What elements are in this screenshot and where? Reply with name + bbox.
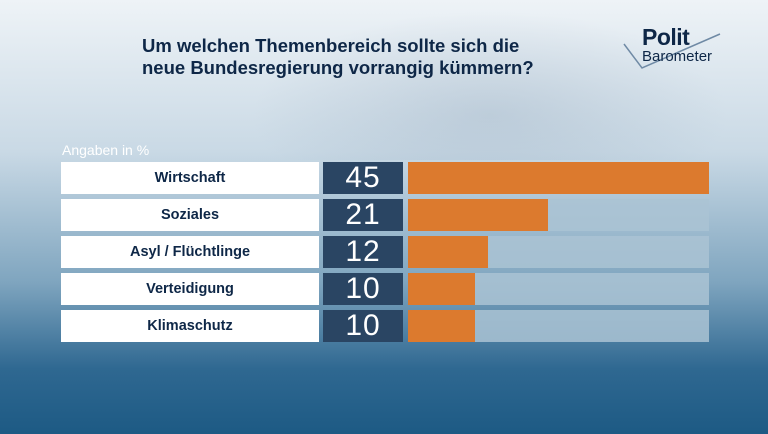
bar <box>408 310 475 342</box>
category-label: Soziales <box>61 199 319 231</box>
title-line-2: neue Bundesregierung vorrangig kümmern? <box>142 57 534 78</box>
bar-row: Klimaschutz 10 <box>61 309 709 342</box>
logo-line-1: Polit <box>642 24 690 50</box>
value-label: 21 <box>323 198 403 231</box>
category-label: Verteidigung <box>61 273 319 305</box>
value-label: 45 <box>323 161 403 194</box>
logo-line-2: Barometer <box>642 48 713 65</box>
bar-track <box>408 162 709 194</box>
bar <box>408 199 548 231</box>
title-line-1: Um welchen Themenbereich sollte sich die <box>142 35 520 56</box>
category-label: Klimaschutz <box>61 310 319 342</box>
bar-track <box>408 310 709 342</box>
bar-track <box>408 273 709 305</box>
category-label: Asyl / Flüchtlinge <box>61 236 319 268</box>
bar <box>408 273 475 305</box>
bar <box>408 162 709 194</box>
unit-label: Angaben in % <box>62 142 150 158</box>
politbarometer-logo: Polit Barometer <box>620 24 730 74</box>
checkmark-icon <box>623 33 721 69</box>
bar-row: Soziales 21 <box>61 198 709 231</box>
bar-track <box>408 199 709 231</box>
bar-row: Wirtschaft 45 <box>61 161 709 194</box>
value-label: 10 <box>323 309 403 342</box>
bar-row: Verteidigung 10 <box>61 272 709 305</box>
category-label: Wirtschaft <box>61 162 319 194</box>
value-label: 10 <box>323 272 403 305</box>
bar-track <box>408 236 709 268</box>
bar <box>408 236 488 268</box>
background-building <box>250 10 730 160</box>
chart-title: Um welchen Themenbereich sollte sich die… <box>142 35 612 79</box>
value-label: 12 <box>323 235 403 268</box>
bar-row: Asyl / Flüchtlinge 12 <box>61 235 709 268</box>
